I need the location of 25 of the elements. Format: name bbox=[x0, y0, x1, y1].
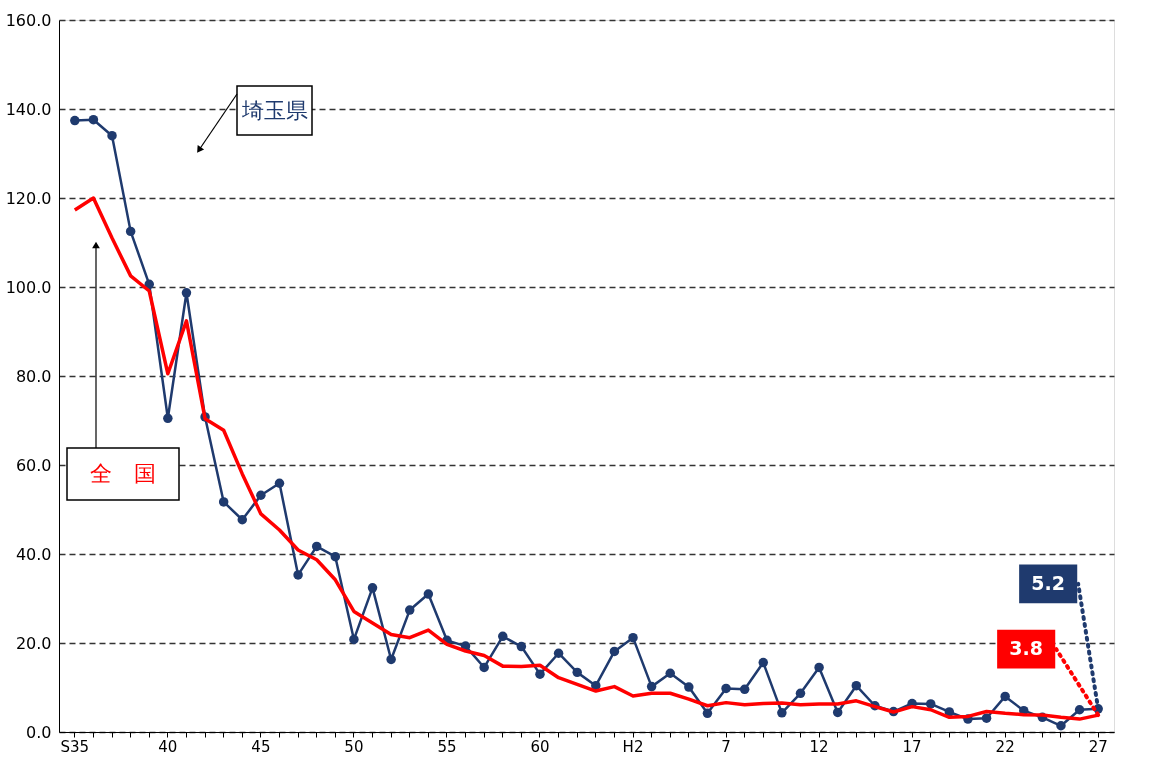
x-tick-label: 50 bbox=[344, 737, 364, 756]
x-tick-label: S35 bbox=[60, 737, 90, 756]
y-tick-label: 120.0 bbox=[5, 188, 52, 208]
x-tick-label: 40 bbox=[158, 737, 178, 756]
text: 全 国 bbox=[90, 461, 156, 486]
data-label: 5.2 bbox=[1031, 571, 1066, 594]
x-tick-label: 12 bbox=[809, 737, 829, 756]
y-tick-label: 0.0 bbox=[26, 722, 52, 742]
text: 埼玉県 bbox=[240, 97, 308, 123]
data-label: 3.8 bbox=[1009, 637, 1044, 660]
x-tick-label: H2 bbox=[622, 737, 644, 756]
y-tick-label: 60.0 bbox=[15, 455, 52, 475]
y-tick-label: 100.0 bbox=[5, 277, 52, 297]
y-tick-label: 80.0 bbox=[15, 366, 52, 386]
x-tick-label: 45 bbox=[251, 737, 271, 756]
y-tick-label: 140.0 bbox=[5, 99, 52, 119]
x-tick-label: 7 bbox=[721, 737, 731, 756]
x-tick-label: 27 bbox=[1088, 737, 1108, 756]
x-tick-label: 17 bbox=[902, 737, 922, 756]
y-tick-label: 20.0 bbox=[15, 633, 52, 653]
y-tick-label: 40.0 bbox=[15, 544, 52, 564]
x-tick-label: 55 bbox=[437, 737, 457, 756]
y-tick-label: 160.0 bbox=[5, 10, 52, 30]
x-tick-label: 60 bbox=[530, 737, 550, 756]
x-tick-label: 22 bbox=[995, 737, 1015, 756]
